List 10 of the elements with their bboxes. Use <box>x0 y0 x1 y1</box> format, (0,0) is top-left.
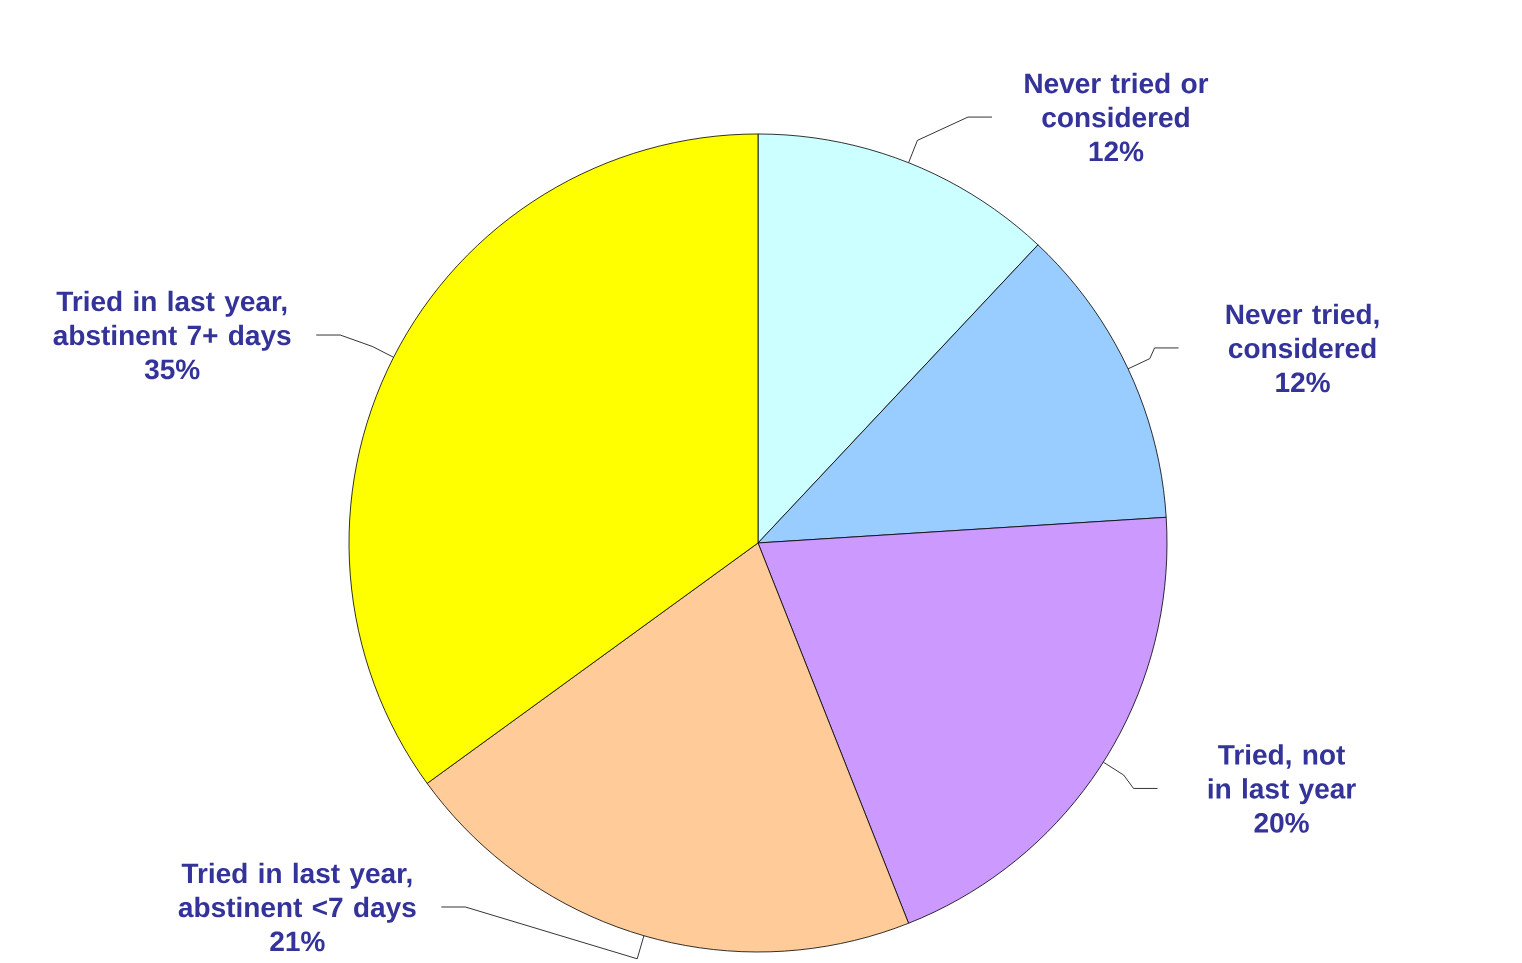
legend-label: Tried, not in last year <box>1208 744 1356 805</box>
data-label: 12% <box>1089 141 1144 162</box>
slice-label: Never tried, considered <box>1226 303 1379 359</box>
data-label: 20% <box>1254 812 1309 833</box>
data-label: 35% <box>144 359 200 380</box>
slice-label: Never tried or considered <box>1025 72 1209 128</box>
data-label: 21% <box>270 931 325 952</box>
slice-label: Tried in last year, abstinent <7 days <box>178 862 416 923</box>
data-label: 12% <box>1276 372 1330 393</box>
slice-label: Tried in last year, abstinent 7+ days <box>53 290 291 351</box>
